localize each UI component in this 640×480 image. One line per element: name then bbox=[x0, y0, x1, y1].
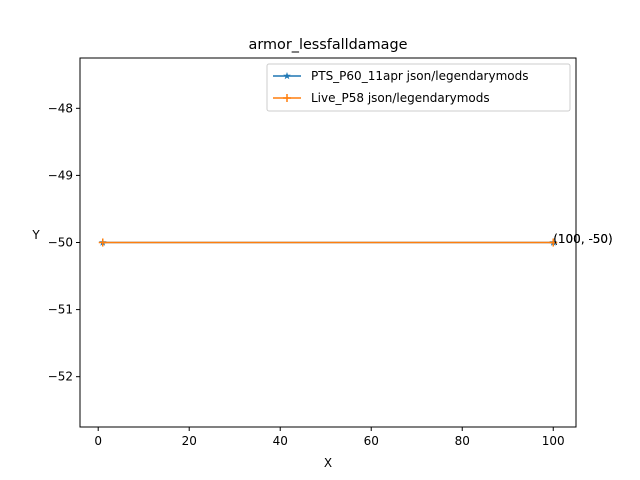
y-tick-label: −48 bbox=[48, 101, 73, 115]
legend-entry-2: Live_P58 json/legendarymods bbox=[273, 91, 490, 105]
legend-label: PTS_P60_11apr json/legendarymods bbox=[311, 69, 528, 83]
data-annotation: (100, -50) bbox=[553, 232, 613, 246]
y-axis-label: Y bbox=[31, 228, 40, 242]
legend-marker bbox=[283, 94, 291, 102]
x-tick-label: 0 bbox=[94, 434, 102, 448]
data-annotation: (100, -50) bbox=[553, 232, 613, 246]
data-point bbox=[549, 238, 558, 247]
x-tick-label: 60 bbox=[364, 434, 379, 448]
y-tick-label: −51 bbox=[48, 303, 73, 317]
series-2 bbox=[98, 238, 558, 247]
x-axis-label: X bbox=[324, 456, 332, 470]
legend-marker bbox=[283, 72, 291, 80]
x-tick-label: 20 bbox=[182, 434, 197, 448]
series-layer bbox=[98, 238, 558, 247]
x-tick-label: 40 bbox=[273, 434, 288, 448]
x-tick-label: 100 bbox=[542, 434, 565, 448]
x-tick-label: 80 bbox=[455, 434, 470, 448]
annotation-layer: (100, -50)(100, -50) bbox=[553, 232, 613, 246]
legend: PTS_P60_11apr json/legendarymods Live_P58… bbox=[266, 63, 571, 112]
chart-title: armor_lessfalldamage bbox=[249, 37, 408, 53]
x-axis: 0 20 40 60 80 100 bbox=[94, 427, 565, 448]
legend-box bbox=[266, 63, 571, 112]
y-tick-label: −52 bbox=[48, 370, 73, 384]
y-tick-label: −49 bbox=[48, 168, 73, 182]
y-tick-label: −50 bbox=[48, 236, 73, 250]
y-axis: −52 −51 −50 −49 −48 bbox=[48, 101, 80, 384]
legend-label: Live_P58 json/legendarymods bbox=[311, 91, 490, 105]
legend-entry-1: PTS_P60_11apr json/legendarymods bbox=[273, 69, 528, 83]
data-point bbox=[98, 238, 107, 247]
